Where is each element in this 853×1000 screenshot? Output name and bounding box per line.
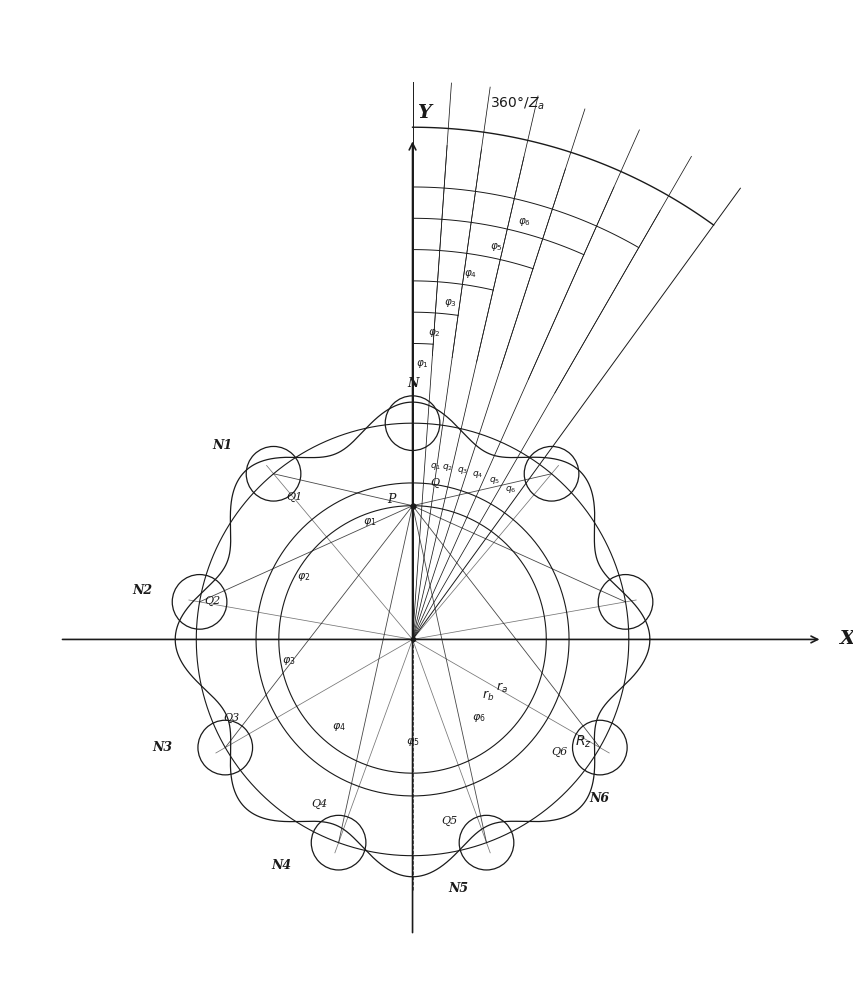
Text: $q_{3}$: $q_{3}$ bbox=[456, 465, 468, 476]
Text: Q5: Q5 bbox=[440, 816, 456, 826]
Text: $\varphi_{4}$: $\varphi_{4}$ bbox=[463, 268, 476, 280]
Text: $\varphi_2$: $\varphi_2$ bbox=[297, 571, 310, 583]
Text: Q3: Q3 bbox=[223, 713, 240, 723]
Text: N4: N4 bbox=[271, 859, 292, 872]
Text: $\varphi_{2}$: $\varphi_{2}$ bbox=[427, 327, 440, 339]
Text: Q1: Q1 bbox=[287, 492, 303, 502]
Text: $q_{4}$: $q_{4}$ bbox=[472, 469, 483, 480]
Text: Q4: Q4 bbox=[310, 799, 327, 809]
Text: N6: N6 bbox=[589, 792, 609, 805]
Text: N3: N3 bbox=[153, 741, 172, 754]
Text: Q: Q bbox=[430, 478, 439, 488]
Text: $r_b$: $r_b$ bbox=[481, 689, 493, 703]
Text: X: X bbox=[838, 630, 853, 648]
Text: $\varphi_{3}$: $\varphi_{3}$ bbox=[444, 297, 457, 309]
Text: P: P bbox=[386, 493, 395, 506]
Text: $\varphi_5$: $\varphi_5$ bbox=[405, 736, 419, 748]
Text: N5: N5 bbox=[448, 882, 467, 895]
Text: $q_{1}$: $q_{1}$ bbox=[430, 461, 441, 472]
Text: $\varphi_3$: $\varphi_3$ bbox=[282, 655, 296, 667]
Text: N: N bbox=[406, 377, 418, 390]
Text: $\varphi_{6}$: $\varphi_{6}$ bbox=[518, 216, 531, 228]
Text: N2: N2 bbox=[132, 584, 153, 597]
Text: $360°/Z_a$: $360°/Z_a$ bbox=[489, 96, 544, 112]
Text: $R_z$: $R_z$ bbox=[574, 734, 591, 750]
Text: $q_{5}$: $q_{5}$ bbox=[488, 475, 500, 486]
Text: $\varphi_6$: $\varphi_6$ bbox=[471, 712, 485, 724]
Text: $\varphi_{5}$: $\varphi_{5}$ bbox=[489, 241, 502, 253]
Text: N1: N1 bbox=[212, 439, 232, 452]
Text: Q2: Q2 bbox=[205, 596, 221, 606]
Text: $q_{2}$: $q_{2}$ bbox=[442, 462, 453, 473]
Text: $\varphi_4$: $\varphi_4$ bbox=[332, 721, 346, 733]
Text: $\varphi_{1}$: $\varphi_{1}$ bbox=[415, 358, 428, 370]
Text: Q6: Q6 bbox=[551, 747, 567, 757]
Text: $r_a$: $r_a$ bbox=[496, 681, 508, 695]
Text: Y: Y bbox=[416, 104, 431, 122]
Text: $q_{6}$: $q_{6}$ bbox=[504, 484, 516, 495]
Text: $\varphi_1$: $\varphi_1$ bbox=[363, 516, 376, 528]
